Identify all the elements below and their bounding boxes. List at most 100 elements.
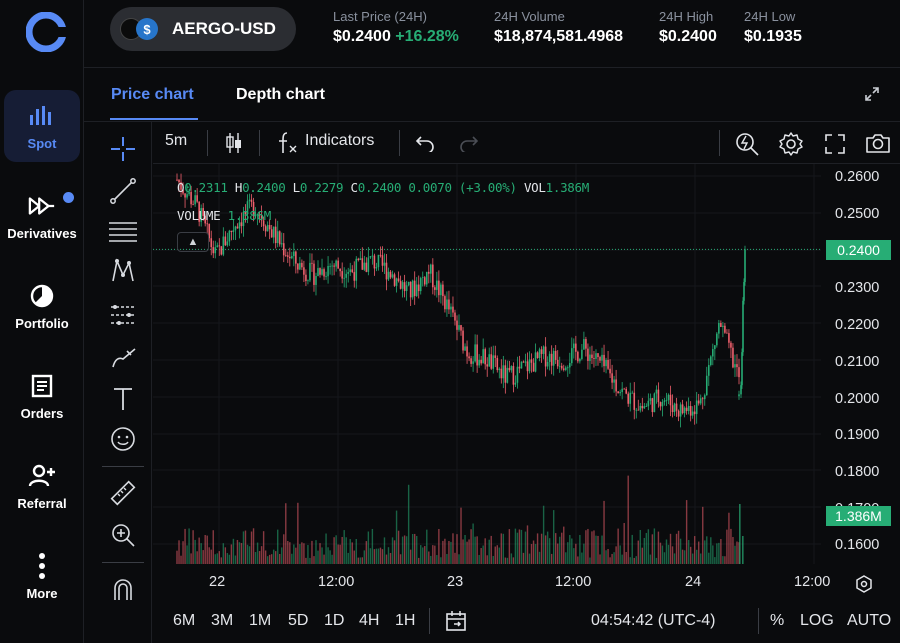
log-toggle[interactable]: LOG [800, 612, 834, 629]
text-icon [114, 388, 132, 410]
candle-body [345, 273, 348, 278]
range-5d[interactable]: 5D [288, 612, 309, 629]
volume-bar [524, 531, 527, 564]
interval-selector[interactable]: 5m [165, 132, 188, 149]
collapse-legend-button[interactable]: ▲ [177, 232, 209, 252]
candle-body [639, 405, 642, 411]
tab-depth-chart[interactable]: Depth chart [236, 86, 325, 103]
volume-bar [242, 531, 245, 564]
volume-bar [317, 550, 319, 564]
candle-body [556, 359, 559, 367]
pair-selector[interactable]: $ AERGO-USD [110, 7, 296, 51]
undo-icon[interactable] [415, 134, 435, 152]
redo-icon[interactable] [459, 134, 479, 152]
candle-body [373, 255, 376, 269]
nav-label: Derivatives [7, 225, 77, 241]
percent-toggle[interactable]: % [770, 612, 785, 629]
crosshair-tool[interactable] [108, 134, 138, 164]
candle-body [293, 251, 295, 257]
volume-bar [482, 545, 484, 564]
volume-bar [484, 538, 486, 564]
prediction-tool[interactable] [108, 300, 138, 330]
settings-gear-icon[interactable] [778, 131, 804, 157]
candle-body [218, 245, 221, 247]
measure-tool[interactable] [108, 478, 138, 508]
volume-label: VOLUME [177, 208, 221, 223]
candle-body [738, 367, 740, 378]
volume-bar [224, 547, 227, 564]
range-1m[interactable]: 1M [249, 612, 272, 629]
candle-body [695, 400, 698, 415]
smiley-icon [111, 427, 135, 451]
emoji-tool[interactable] [108, 424, 138, 454]
candle-body [566, 367, 569, 369]
range-1h[interactable]: 1H [395, 612, 416, 629]
toolbar-divider [102, 562, 144, 563]
volume-bar [407, 484, 410, 564]
nav-item-orders[interactable]: Orders [4, 360, 80, 432]
candle-body [176, 179, 178, 181]
text-tool[interactable] [108, 384, 138, 414]
fib-tool[interactable] [108, 216, 138, 246]
volume-bar [677, 530, 680, 564]
candle-body [286, 255, 289, 257]
quick-search-icon[interactable] [734, 131, 760, 157]
candle-body [728, 333, 730, 343]
volume-bar [210, 549, 212, 564]
volume-bar [391, 537, 394, 564]
indicators-icon[interactable] [277, 131, 299, 155]
tab-price-chart[interactable]: Price chart [111, 86, 194, 103]
range-1d[interactable]: 1D [324, 612, 345, 629]
chart-canvas[interactable]: ‹ [153, 164, 900, 604]
fullscreen-icon[interactable] [824, 133, 846, 155]
candle-body [222, 236, 225, 255]
zoom-tool[interactable] [108, 520, 138, 550]
trend-line-tool[interactable] [108, 176, 138, 206]
nav-item-referral[interactable]: Referral [4, 450, 80, 522]
candle-body [621, 388, 623, 393]
candle-body [276, 231, 279, 244]
nav-item-derivatives[interactable]: Derivatives [4, 180, 80, 252]
volume-bar [444, 538, 446, 564]
range-6m[interactable]: 6M [173, 612, 196, 629]
candle-body [423, 277, 426, 285]
price-chart[interactable]: ‹ O0.2311 H0.2400 L0.2279 C0.2400 0.0070… [153, 164, 900, 604]
horizontal-lines-icon [109, 222, 137, 242]
candle-body [393, 274, 396, 286]
calendar-icon[interactable] [445, 610, 467, 632]
coinbase-logo[interactable] [26, 12, 66, 52]
price-tick-label: 0.2300 [835, 280, 880, 296]
range-3m[interactable]: 3M [211, 612, 234, 629]
expand-icon[interactable] [864, 86, 880, 102]
candle-body [689, 405, 692, 416]
brush-tool[interactable] [108, 342, 138, 372]
candle-body [224, 236, 227, 246]
current-time[interactable]: 04:54:42 (UTC-4) [591, 612, 716, 629]
candle-body [502, 365, 505, 379]
candle-body [653, 393, 656, 413]
candle-body [188, 191, 190, 195]
candle-body [343, 277, 345, 279]
candle-body [407, 281, 410, 286]
volume-bar [496, 545, 498, 564]
indicators-button[interactable]: Indicators [305, 132, 375, 149]
pattern-tool[interactable] [108, 256, 138, 286]
axis-settings-icon[interactable] [854, 574, 874, 594]
candle-body [707, 365, 710, 376]
candle-body [508, 367, 511, 371]
auto-toggle[interactable]: AUTO [847, 612, 892, 629]
candle-body [573, 343, 575, 349]
camera-icon[interactable] [865, 132, 891, 154]
range-4h[interactable]: 4H [359, 612, 380, 629]
candlestick-icon[interactable] [225, 132, 243, 154]
candle-body [685, 407, 688, 412]
nav-item-more[interactable]: More [4, 540, 80, 612]
nav-item-spot[interactable]: Spot [4, 90, 80, 162]
volume-bar [275, 551, 277, 564]
candle-body [526, 361, 529, 372]
nav-item-portfolio[interactable]: Portfolio [4, 270, 80, 342]
magnet-tool[interactable] [108, 574, 138, 604]
candle-body [200, 208, 202, 222]
candle-body [510, 366, 513, 371]
low-stat: 24H Low $0.1935 [744, 9, 802, 46]
